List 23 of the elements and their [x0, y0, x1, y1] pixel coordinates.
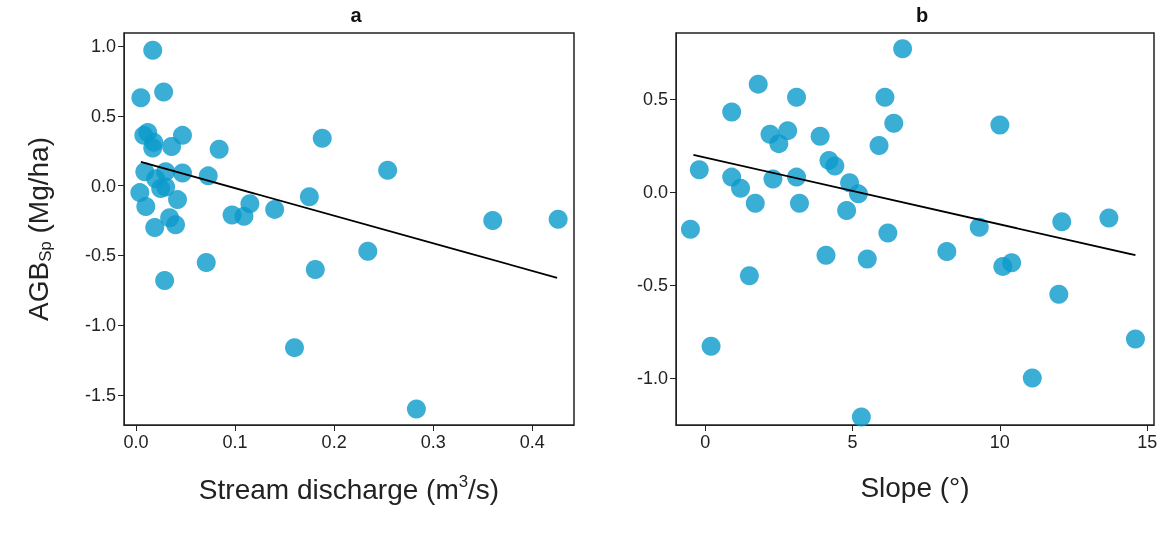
y-tick-label: -0.5	[84, 245, 116, 266]
y-tick-label: 0.0	[642, 181, 668, 202]
y-tick-label: -1.0	[636, 367, 668, 388]
x-tick-label: 15	[1137, 432, 1158, 452]
y-tick-label: -0.5	[636, 274, 668, 295]
x-tick-label: 0.1	[222, 432, 248, 452]
chart-title: b	[915, 4, 929, 26]
x-tick-label: 0.3	[420, 432, 446, 452]
x-tick-label: 0.2	[321, 432, 347, 452]
y-axis-title: AGBSp (Mg/ha)	[23, 137, 55, 321]
y-tick-label: -1.5	[84, 385, 116, 406]
x-axis-title: Slope (°)	[860, 471, 970, 503]
x-tick-label: 0.0	[123, 432, 149, 452]
y-tick-label: 0.5	[90, 105, 116, 126]
x-tick-label: 10	[989, 432, 1010, 452]
chart-title: a	[350, 4, 363, 26]
y-tick-label: 0.0	[90, 175, 116, 196]
y-tick-label: 1.0	[90, 35, 116, 56]
x-tick-label: 0	[700, 432, 711, 452]
x-tick-label: 5	[847, 432, 858, 452]
y-tick-label: 0.5	[642, 89, 668, 110]
y-tick-label: -1.0	[84, 315, 116, 336]
x-tick-label: 0.4	[519, 432, 545, 452]
